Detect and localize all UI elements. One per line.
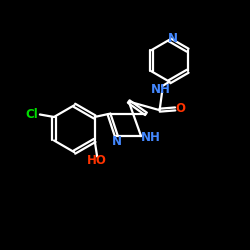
Text: O: O [176,102,186,116]
Text: NH: NH [140,131,160,144]
Text: N: N [168,32,177,45]
Text: Cl: Cl [26,108,38,121]
Text: HO: HO [87,154,107,167]
Text: N: N [112,135,122,148]
Text: NH: NH [151,83,171,96]
